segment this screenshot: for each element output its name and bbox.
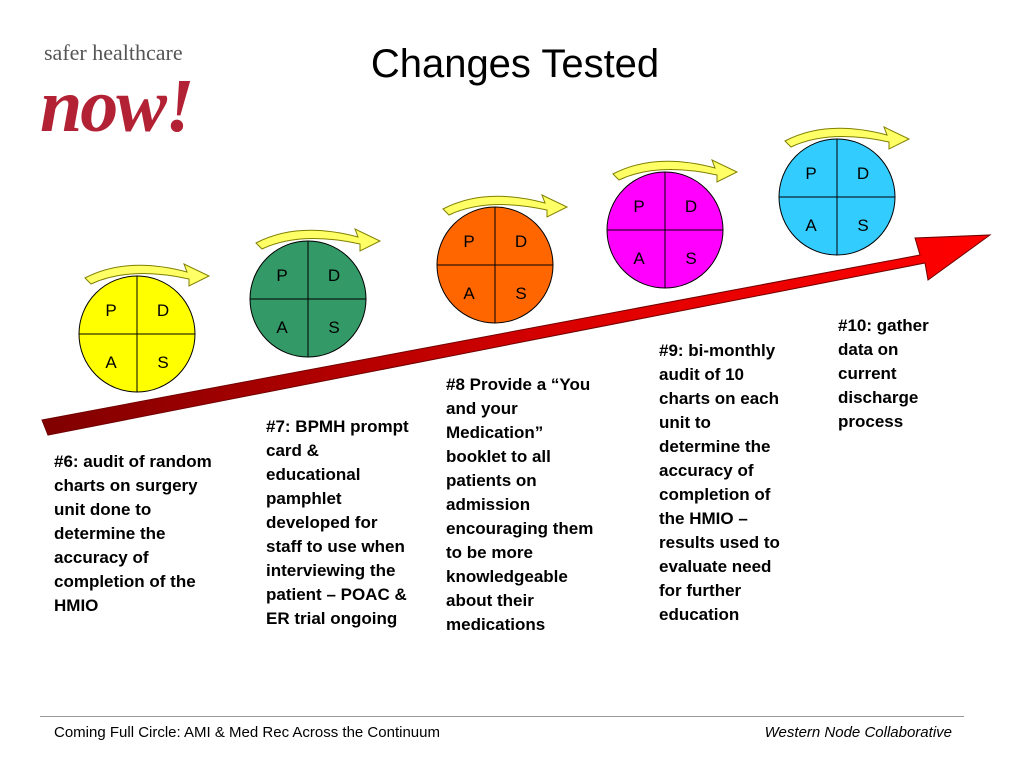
safer-healthcare-now-logo: safer healthcare now! [40,30,250,150]
pdsa-cycle: P D A S [778,126,911,256]
caption-change-10: #10: gather data on current discharge pr… [838,316,929,431]
cycle-label-act: A [633,249,645,268]
cycle-arrow-icon [612,159,739,183]
cycle-arrow-icon [442,194,569,218]
progress-arrow [41,234,992,436]
cycle-label-do: D [157,301,169,320]
cycle-label-plan: P [633,197,644,216]
cycle-label-study: S [685,249,696,268]
cycle-label-act: A [276,318,288,337]
cycle-label-plan: P [105,301,116,320]
cycle-arrow-icon [784,126,911,150]
cycle-label-study: S [157,353,168,372]
cycle-label-do: D [685,197,697,216]
caption-change-9: #9: bi-monthly audit of 10 charts on eac… [659,341,780,624]
caption-change-6: #6: audit of random charts on surgery un… [54,452,212,615]
cycle-label-plan: P [276,266,287,285]
slide-title: Changes Tested [370,42,660,86]
logo-top-text: safer healthcare [44,40,183,65]
cycle-arrow-icon [255,228,382,252]
cycle-label-study: S [328,318,339,337]
cycle-label-act: A [463,284,475,303]
cycle-arrow-icon [84,263,211,287]
cycle-label-study: S [515,284,526,303]
cycle-label-do: D [857,164,869,183]
caption-change-7: #7: BPMH prompt card & educational pamph… [266,417,409,628]
cycle-label-plan: P [805,164,816,183]
pdsa-cycle: P D A S [436,194,569,324]
footer-left-text: Coming Full Circle: AMI & Med Rec Across… [54,724,440,741]
cycle-label-plan: P [463,232,474,251]
footer-divider [40,716,964,717]
pdsa-cycle: P D A S [606,159,739,289]
logo-main-text: now! [40,64,195,148]
cycle-label-do: D [328,266,340,285]
cycle-label-act: A [805,216,817,235]
pdsa-cycle: P D A S [78,263,211,393]
cycle-label-do: D [515,232,527,251]
cycle-label-study: S [857,216,868,235]
pdsa-cycle: P D A S [249,228,382,358]
caption-change-8: #8 Provide a “You and your Medication” b… [446,375,594,634]
footer-right-text: Western Node Collaborative [764,724,952,741]
cycle-label-act: A [105,353,117,372]
